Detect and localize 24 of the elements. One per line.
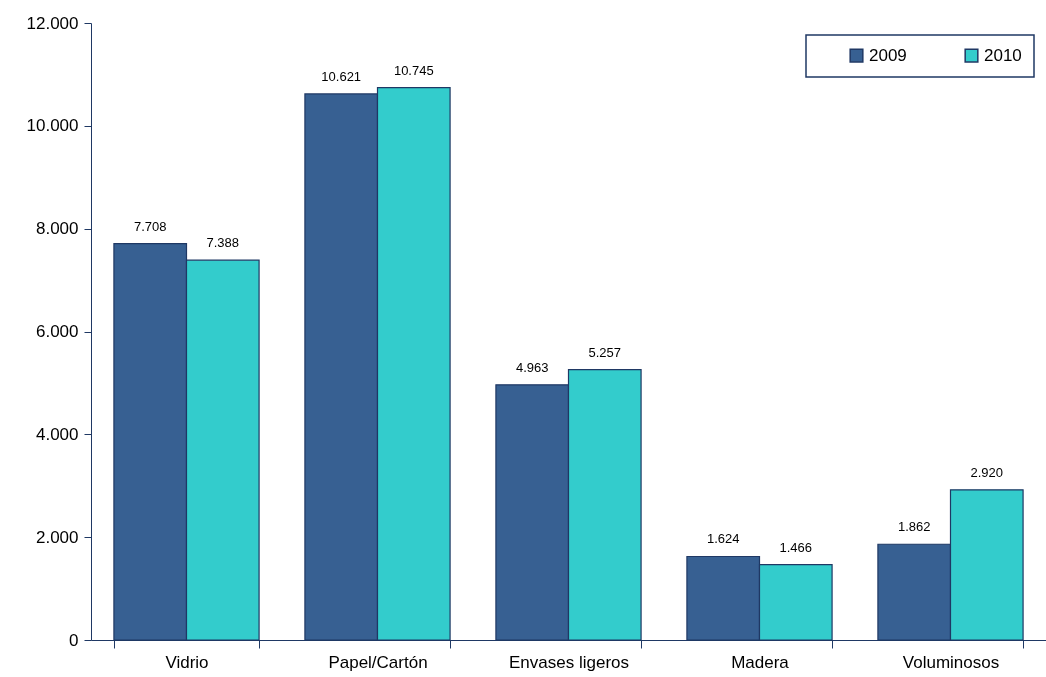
legend-label: 2009 bbox=[869, 45, 907, 65]
legend-label: 2010 bbox=[984, 45, 1022, 65]
data-label: 10.745 bbox=[393, 62, 434, 78]
x-tick-label: Envases ligeros bbox=[508, 652, 630, 672]
x-tick-label: Papel/Cartón bbox=[328, 652, 428, 672]
y-tick-label: 6.000 bbox=[35, 322, 79, 341]
data-label: 5.257 bbox=[588, 344, 622, 360]
y-tick-label: 10.000 bbox=[26, 116, 79, 136]
x-tick-label: Voluminosos bbox=[902, 652, 1000, 672]
data-label: 1.466 bbox=[779, 539, 813, 555]
x-tick-label: Madera bbox=[731, 652, 790, 672]
y-tick-label: 8.000 bbox=[35, 219, 79, 239]
data-label: 1.624 bbox=[706, 531, 740, 547]
y-tick-label: 2.000 bbox=[35, 527, 79, 547]
data-label: 4.963 bbox=[515, 359, 549, 375]
data-label: 7.388 bbox=[206, 235, 240, 251]
data-label: 2.920 bbox=[970, 464, 1004, 480]
data-label: 1.862 bbox=[897, 519, 931, 535]
y-tick-label: 12.000 bbox=[26, 13, 79, 33]
y-tick-label: 0 bbox=[69, 630, 79, 650]
y-tick-label: 4.000 bbox=[35, 424, 79, 444]
x-tick-label: Vidrio bbox=[165, 652, 209, 672]
data-label: 7.708 bbox=[133, 218, 167, 234]
data-label: 10.621 bbox=[321, 68, 362, 84]
